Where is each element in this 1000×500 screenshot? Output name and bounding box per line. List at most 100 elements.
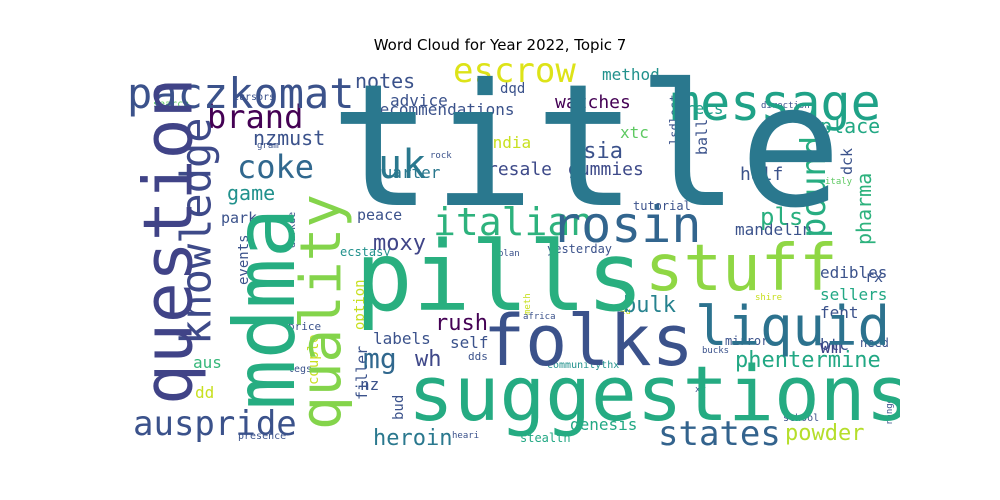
word-school: school [783, 413, 819, 424]
word-method: method [602, 65, 660, 84]
word-aus: aus [193, 353, 222, 372]
word-rosin: rosin [551, 196, 702, 254]
word-folks: folks [483, 300, 694, 382]
word-edibles: edibles [820, 263, 887, 282]
word-italy: italy [825, 177, 853, 187]
word-price: price [288, 320, 321, 333]
word-direction: direction [761, 101, 810, 111]
word-xr: xr [695, 385, 706, 395]
word-presence: presence [238, 431, 286, 442]
word-brand: brand [207, 98, 303, 136]
word-yesterday: yesterday [547, 242, 612, 256]
word-question: question [129, 77, 208, 405]
word-mirror: mirror [725, 334, 768, 348]
word-title: title [330, 60, 842, 246]
word-rx: rx [865, 268, 883, 286]
word-escrow: escrow [453, 60, 576, 91]
word-half: half [740, 164, 783, 185]
word-uk: uk [378, 142, 426, 188]
word-moxy: moxy [373, 231, 426, 256]
word-gummies: gummies [568, 159, 644, 180]
word-message: message [670, 74, 881, 132]
word-shire: shire [755, 293, 782, 303]
word-labels: labels [373, 329, 431, 348]
word-bulk: bulk [623, 293, 676, 318]
word-range: range [885, 398, 895, 425]
word-knowledge: knowledge [172, 117, 221, 345]
word-asia: asia [570, 139, 623, 164]
word-quality: quality [289, 194, 354, 430]
word-dck: dck [838, 148, 856, 175]
word-mdma: mdma [216, 208, 314, 410]
word-darkde: darkde [287, 212, 298, 248]
word-ecstasy: ecstasy [340, 245, 391, 259]
word-peace: peace [357, 206, 402, 224]
word-lsdlost: lsdlost [668, 94, 682, 145]
word-phentermine: phentermine [735, 348, 881, 373]
word-plan: plan [498, 249, 520, 259]
word-park: park [221, 209, 257, 227]
word-pound: pound [794, 136, 834, 238]
word-eu: eu [620, 307, 631, 317]
word-legs: legs [288, 364, 312, 375]
word-heari: heari [452, 431, 479, 441]
word-auspride: auspride [133, 404, 297, 444]
word-cursors: cursors [233, 92, 275, 103]
chart-title: Word Cloud for Year 2022, Topic 7 [373, 36, 627, 54]
word-bud: bud [391, 395, 407, 420]
word-india: india [483, 133, 531, 152]
word-recs: recs [685, 99, 724, 118]
word-gram: gram [257, 141, 279, 151]
word-self: self [450, 333, 489, 352]
word-events: events [236, 234, 252, 285]
word-cloud-area: cursors gram rock italy plan meth africa eu shir… [125, 60, 900, 450]
word-mg: mg [363, 342, 397, 375]
word-nz: nz [360, 375, 379, 394]
word-recommendations: recommendations [370, 100, 515, 119]
word-dqd: dqd [500, 81, 525, 97]
word-meth: meth [523, 293, 533, 315]
word-tutorial: tutorial [633, 199, 691, 213]
word-communitythx: communitythx [547, 360, 619, 371]
word-suggestions: suggestions [408, 349, 900, 438]
word-game: game [227, 181, 275, 205]
word-states: states [658, 414, 781, 450]
word-rush: rush [435, 311, 488, 336]
word-bucks: bucks [702, 346, 729, 356]
word-filler: filler [353, 346, 371, 400]
word-btc: btc [820, 335, 849, 354]
word-paczkomat: paczkomat [127, 69, 355, 118]
word-nzmust: nzmust [253, 126, 325, 150]
word-fent: fent [820, 303, 859, 322]
word-africa: africa [523, 312, 556, 322]
word-wm: wm [820, 337, 842, 358]
word-xtc: xtc [620, 123, 649, 142]
word-pharma: pharma [852, 173, 876, 245]
word-stealth: stealth [520, 431, 571, 445]
word-rock: rock [430, 151, 452, 161]
word-stuff: stuff [645, 232, 838, 306]
word-option: option [352, 279, 368, 330]
word-heroin: heroin [373, 426, 452, 450]
word-dds: dds [468, 350, 488, 363]
word-watches: watches [555, 92, 631, 113]
word-powder: powder [785, 421, 864, 446]
word-place: place [820, 114, 880, 138]
word-coke: coke [237, 148, 314, 186]
word-mandelin: mandelin [735, 220, 812, 239]
word-pills: pills [355, 221, 644, 333]
word-dd: dd [195, 383, 214, 402]
word-wh: wh [415, 347, 442, 372]
word-italian: italian [433, 200, 593, 244]
word-resale: resale [487, 159, 552, 180]
word-need: need [860, 336, 889, 350]
word-advice: advice [390, 91, 448, 110]
word-ball: ball [693, 119, 711, 155]
word-quarter: quarter [373, 163, 441, 182]
word-liquid: liquid [695, 295, 890, 358]
word-notes: notes [355, 69, 415, 93]
word-sellers: sellers [820, 285, 887, 304]
word-pls: pls [760, 203, 803, 231]
